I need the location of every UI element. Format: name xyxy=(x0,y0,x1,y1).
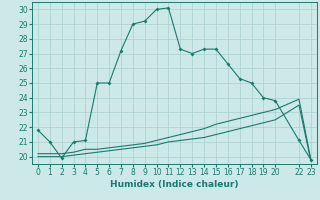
X-axis label: Humidex (Indice chaleur): Humidex (Indice chaleur) xyxy=(110,180,239,189)
